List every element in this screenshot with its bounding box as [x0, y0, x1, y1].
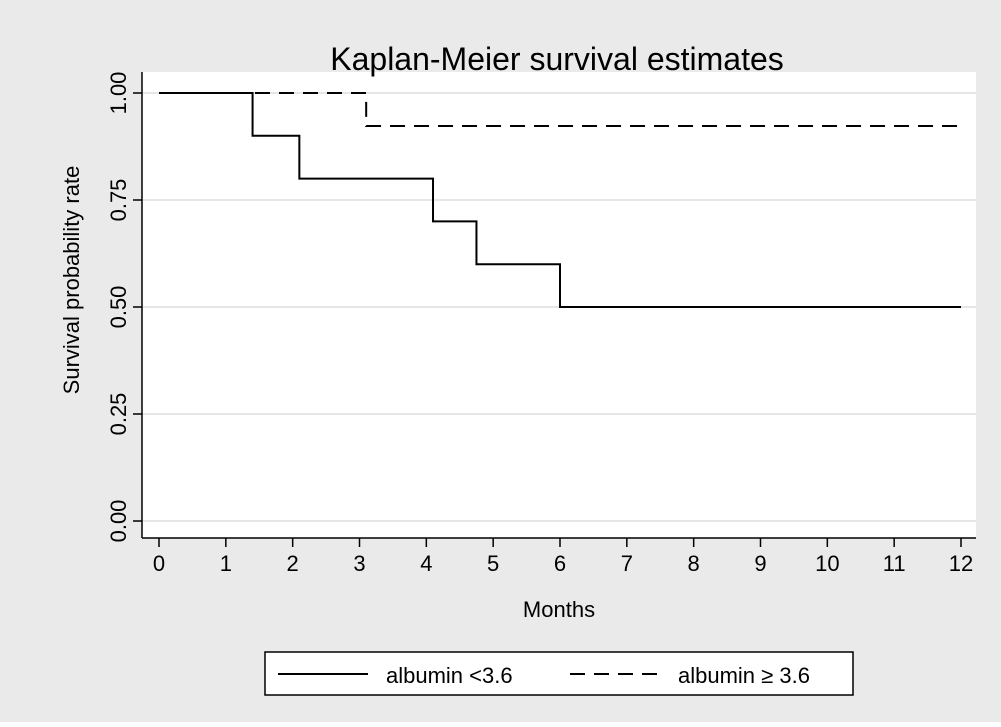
legend: albumin <3.6 albumin ≥ 3.6 [264, 651, 854, 696]
x-axis-label: Months [523, 597, 595, 622]
x-tick-label-0: 0 [153, 551, 165, 576]
chart-title: Kaplan-Meier survival estimates [330, 41, 784, 77]
y-tick-label-1: 0.25 [106, 393, 131, 436]
x-tick-label-5: 5 [487, 551, 499, 576]
y-axis-label: Survival probability rate [59, 166, 84, 395]
axes: 0.000.250.500.751.000 1 2 3 4 5 6 7 8 9 10 11 12 [106, 72, 976, 576]
x-tick-label-11: 11 [883, 551, 906, 576]
legend-label-albumin-low: albumin <3.6 [386, 663, 513, 688]
survival-curve-albumin-low [159, 92, 961, 308]
y-tick-label-4: 1.00 [106, 72, 131, 115]
x-tick-label-2: 2 [287, 551, 299, 576]
x-tick-label-1: 1 [220, 551, 232, 576]
x-tick-label-8: 8 [688, 551, 700, 576]
legend-label-albumin-high: albumin ≥ 3.6 [678, 663, 810, 688]
x-tick-label-4: 4 [420, 551, 432, 576]
x-tick-label-7: 7 [621, 551, 633, 576]
x-tick-label-12: 12 [949, 551, 973, 576]
x-tick-label-3: 3 [353, 551, 365, 576]
x-tick-label-9: 9 [754, 551, 766, 576]
y-tick-label-3: 0.75 [106, 179, 131, 222]
x-tick-label-6: 6 [554, 551, 566, 576]
series-lines [159, 92, 961, 308]
y-tick-label-2: 0.50 [106, 286, 131, 329]
x-tick-label-10: 10 [815, 551, 839, 576]
y-tick-label-0: 0.00 [106, 500, 131, 543]
survival-curve-albumin-high [159, 92, 961, 127]
